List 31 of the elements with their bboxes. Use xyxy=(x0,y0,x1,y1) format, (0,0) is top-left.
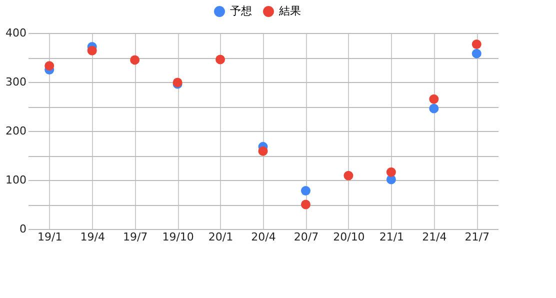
x-tick-label: 20/4 xyxy=(251,230,276,244)
legend-label: 予想 xyxy=(230,4,252,18)
point xyxy=(429,104,439,114)
y-tick-label: 200 xyxy=(6,124,26,138)
point xyxy=(300,200,310,210)
x-tick-label: 20/1 xyxy=(208,230,234,244)
y-tick-label: 0 xyxy=(20,222,26,236)
point xyxy=(472,40,482,50)
x-tick-label: 21/4 xyxy=(422,230,447,244)
x-tick-label: 21/1 xyxy=(379,230,404,244)
x-tick-label: 20/7 xyxy=(294,230,319,244)
point xyxy=(216,54,226,64)
x-tick-label: 19/1 xyxy=(38,230,62,244)
point xyxy=(87,46,97,56)
point xyxy=(258,146,268,156)
point xyxy=(300,186,310,196)
y-tick-label: 400 xyxy=(6,26,26,40)
legend-label: 結果 xyxy=(278,4,301,18)
point xyxy=(130,55,140,65)
point xyxy=(472,48,482,58)
point xyxy=(344,170,354,180)
x-tick-label: 20/10 xyxy=(333,230,365,244)
point xyxy=(429,94,439,104)
point xyxy=(44,61,54,71)
y-tick-label: 300 xyxy=(6,76,26,88)
y-tick-label: 100 xyxy=(6,174,26,186)
point xyxy=(386,167,396,177)
x-tick-label: 19/7 xyxy=(122,230,148,244)
x-tick-label: 19/10 xyxy=(162,230,194,244)
x-tick-label: 19/4 xyxy=(80,230,105,244)
x-tick-label: 21/7 xyxy=(464,230,490,244)
